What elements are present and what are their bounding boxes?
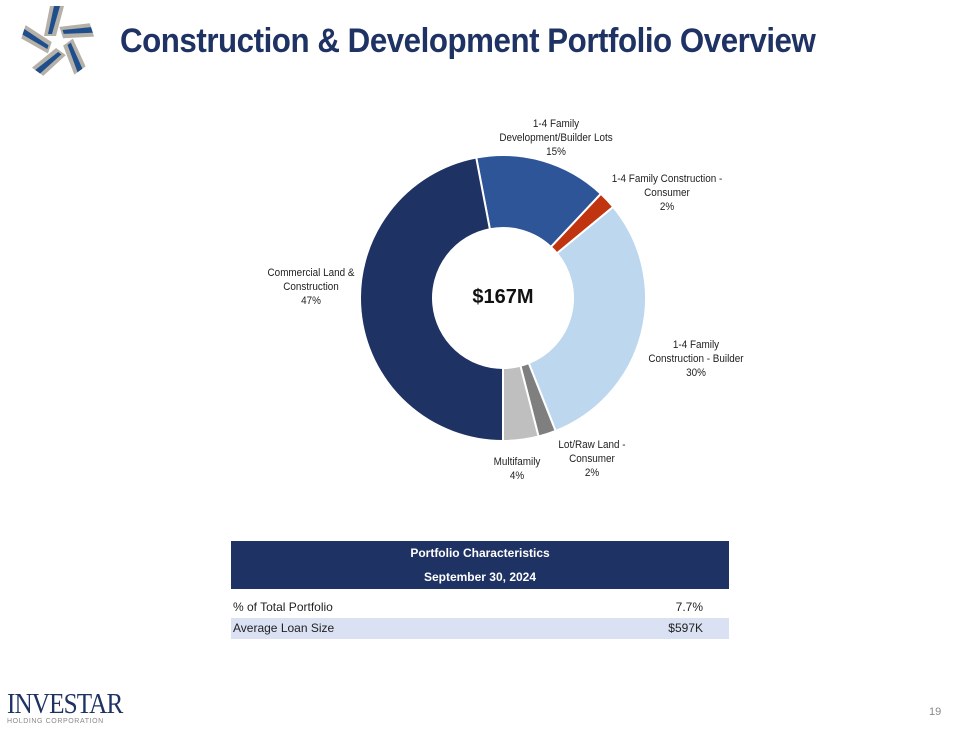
page-title: Construction & Development Portfolio Ove…: [120, 22, 816, 60]
donut-slice: [527, 205, 647, 433]
slice-label: Lot/Raw Land - Consumer 2%: [558, 438, 625, 480]
center-total-label: $167M: [472, 286, 534, 308]
page-number: 19: [929, 706, 942, 718]
table-title: Portfolio Characteristics: [410, 546, 550, 560]
slice-label-line: 47%: [301, 295, 321, 307]
table-row: Average Loan Size $597K: [231, 618, 729, 639]
table-date: September 30, 2024: [423, 570, 537, 584]
footer-logo: INVESTAR HOLDING CORPORATION: [7, 689, 135, 726]
row-label: % of Total Portfolio: [233, 600, 333, 614]
slice-label-line: Development/Builder Lots: [499, 132, 613, 144]
company-logo-icon: [19, 6, 95, 80]
table-row: % of Total Portfolio 7.7%: [231, 597, 729, 618]
portfolio-characteristics-table: Portfolio Characteristics September 30, …: [231, 541, 729, 639]
row-label: Average Loan Size: [233, 621, 335, 635]
slice-label-line: 15%: [546, 146, 566, 158]
slice-label: 1-4 Family Development/Builder Lots 15%: [499, 117, 612, 159]
row-value: 7.7%: [675, 600, 703, 614]
slice-label-line: Construction - Builder: [648, 353, 744, 365]
slice-label-line: 4%: [509, 470, 525, 482]
slice-label-line: Commercial Land &: [267, 267, 355, 279]
slice-label-line: 1-4 Family: [532, 118, 580, 130]
brand-subtitle: HOLDING CORPORATION: [7, 718, 104, 725]
slice-label-line: 30%: [686, 367, 706, 379]
slice-label-line: 2%: [659, 201, 675, 213]
row-value: $597K: [668, 621, 703, 635]
slice-label-line: Multifamily: [493, 456, 541, 468]
slice-label-line: Consumer: [644, 187, 690, 199]
slice-label: 1-4 Family Construction - Builder 30%: [648, 338, 743, 380]
brand-name: INVESTAR: [7, 689, 123, 720]
donut-slice: [359, 156, 504, 443]
slice-label-line: Lot/Raw Land -: [558, 439, 626, 451]
slice-label-line: Construction: [283, 281, 339, 293]
slice-label-line: Consumer: [569, 453, 615, 465]
slice-label: 1-4 Family Construction - Consumer 2%: [612, 172, 723, 214]
table-header: Portfolio Characteristics September 30, …: [231, 541, 729, 589]
slice-label-line: 1-4 Family: [672, 339, 720, 351]
slice-label-line: 2%: [584, 467, 600, 479]
slice-label-line: 1-4 Family Construction -: [611, 173, 723, 185]
slice-label: Commercial Land & Construction 47%: [268, 266, 355, 308]
slice-label: Multifamily 4%: [494, 455, 541, 483]
